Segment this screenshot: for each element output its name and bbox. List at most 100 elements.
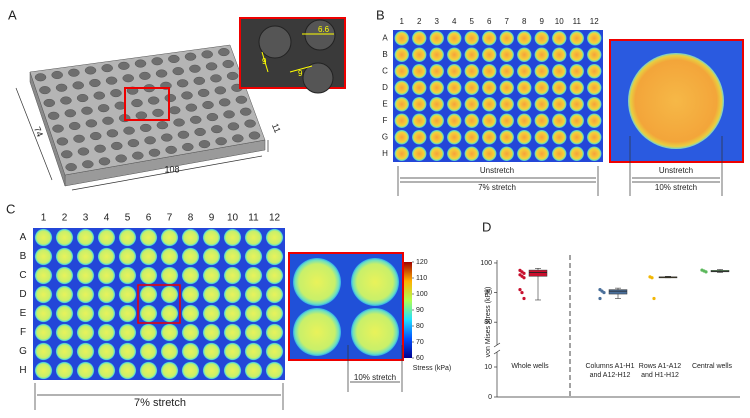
well (569, 64, 584, 79)
plate-well (68, 121, 81, 130)
well (265, 228, 284, 247)
well (394, 130, 409, 145)
dimension-label: 10% stretch (655, 183, 697, 192)
x-tick-label: and A12-H12 (590, 372, 631, 379)
row-label: C (19, 270, 26, 281)
plate-well (235, 95, 248, 104)
column-label: 9 (209, 213, 215, 224)
well (76, 361, 95, 380)
well (569, 97, 584, 112)
well (429, 64, 444, 79)
well (160, 361, 179, 380)
well (569, 113, 584, 128)
well (517, 130, 532, 145)
column-label: 2 (417, 17, 422, 26)
colorbar-label: Stress (kPa) (413, 365, 452, 372)
plate-well (165, 145, 177, 154)
plate-well (85, 119, 98, 128)
well (265, 247, 284, 266)
well (55, 247, 74, 266)
well (394, 80, 409, 95)
well (447, 130, 462, 145)
well (34, 228, 53, 247)
column-label: 4 (104, 213, 110, 224)
point (652, 296, 656, 301)
colorbar-tick-label: 80 (416, 323, 424, 330)
plate-well (190, 115, 202, 124)
well (265, 342, 284, 361)
well (429, 146, 444, 161)
well (534, 31, 549, 46)
well (517, 64, 532, 79)
well (97, 228, 116, 247)
column-label: 11 (573, 17, 582, 26)
row-label: H (382, 149, 388, 158)
panel-label: C (6, 201, 15, 216)
row-label: A (20, 232, 27, 243)
plate-well (147, 96, 160, 105)
well (447, 113, 462, 128)
point (518, 288, 522, 292)
well (160, 247, 179, 266)
dimension: 108 (164, 164, 179, 174)
well (587, 64, 602, 79)
inset-dimension (261, 33, 334, 73)
inset-well (302, 62, 334, 94)
plate-well (206, 113, 219, 122)
well (223, 266, 242, 285)
plate-well (148, 148, 161, 157)
well (464, 80, 479, 95)
x-tick-label: Central wells (692, 363, 733, 370)
well (244, 361, 263, 380)
well (202, 342, 221, 361)
row-label: G (382, 132, 388, 141)
plate-well (60, 96, 72, 105)
well (569, 47, 584, 62)
well (34, 323, 53, 342)
row-label: D (382, 83, 388, 92)
well (351, 258, 399, 306)
plate-well (76, 94, 89, 103)
well (97, 266, 116, 285)
column-label: 1 (400, 17, 405, 26)
plate-well (161, 133, 173, 142)
column-label: 12 (269, 213, 281, 224)
plate-well (232, 134, 244, 143)
well (499, 47, 514, 62)
row-label: C (382, 66, 388, 75)
well (160, 323, 179, 342)
well (76, 247, 95, 266)
well (412, 130, 427, 145)
plate-well (98, 157, 111, 166)
plate-well (90, 132, 102, 141)
well (244, 228, 263, 247)
well (482, 97, 497, 112)
well (534, 130, 549, 145)
plate-well (176, 79, 189, 88)
well (97, 361, 116, 380)
well (118, 247, 137, 266)
well (202, 266, 221, 285)
well (552, 64, 567, 79)
well (569, 31, 584, 46)
inset-label: 6.6 (318, 25, 330, 34)
highlight (124, 87, 170, 121)
well (76, 266, 95, 285)
well (244, 285, 263, 304)
well (97, 247, 116, 266)
well (447, 64, 462, 79)
well (34, 285, 53, 304)
well (223, 247, 242, 266)
well (202, 323, 221, 342)
plate-well (139, 71, 151, 80)
well (499, 64, 514, 79)
well (265, 304, 284, 323)
plate-well (111, 141, 123, 150)
dimension-label: 7% stretch (478, 183, 516, 192)
well (223, 342, 242, 361)
well (34, 304, 53, 323)
well (202, 247, 221, 266)
colorbar (404, 262, 412, 358)
inset-well (258, 25, 292, 59)
well (202, 361, 221, 380)
